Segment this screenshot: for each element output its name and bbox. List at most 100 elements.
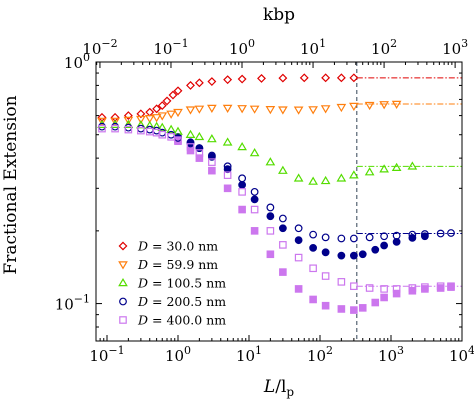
series-2-point-24 bbox=[391, 162, 402, 172]
series-4-point-22 bbox=[365, 284, 374, 292]
filled-series-1-point-11 bbox=[321, 301, 330, 310]
y-tick-label-0: 10−1 bbox=[55, 293, 90, 314]
series-2-point-25 bbox=[407, 161, 418, 170]
top-tick-label-0: 10−2 bbox=[82, 37, 117, 58]
series-4-point-1 bbox=[111, 124, 119, 133]
filled-series-1-point-9 bbox=[294, 285, 303, 293]
series-4-point-15 bbox=[266, 227, 275, 235]
series-3-point-22 bbox=[365, 233, 374, 242]
top-tick-label-5: 103 bbox=[442, 37, 468, 58]
series-2-point-22 bbox=[364, 167, 375, 176]
filled-series-1-point-4 bbox=[223, 184, 232, 193]
series-2-point-17 bbox=[293, 173, 304, 182]
series-0-point-11 bbox=[194, 78, 204, 88]
series-1-point-17 bbox=[293, 106, 304, 115]
series-4-point-23 bbox=[380, 285, 388, 293]
top-tick-label-4: 102 bbox=[371, 37, 397, 58]
series-4-point-28 bbox=[447, 282, 455, 291]
series-2-point-12 bbox=[222, 137, 233, 146]
legend: D = 30.0 nm D = 59.9 nm D = 100.5 nm D = 20… bbox=[118, 239, 226, 328]
series-1-point-13 bbox=[237, 105, 247, 114]
series-4-point-14 bbox=[250, 205, 259, 214]
series-3-point-17 bbox=[294, 224, 303, 233]
filled-series-0-point-12 bbox=[337, 251, 346, 260]
series-1-point-11 bbox=[207, 104, 217, 113]
series-1-point-4 bbox=[144, 114, 155, 124]
filled-series-1-point-7 bbox=[266, 250, 275, 259]
series-0-point-15 bbox=[257, 73, 266, 83]
top-tick-label-2: 100 bbox=[229, 37, 255, 58]
axes: 10−1 100 101 102 103 104 10−2 10−1 100 101 102 103 1… bbox=[55, 37, 474, 365]
series-3-point-21 bbox=[349, 234, 358, 243]
top-x-axis-label: kbp bbox=[263, 5, 295, 25]
legend-label-3: D = 200.5 nm bbox=[137, 294, 226, 309]
filled-series-0-point-15 bbox=[371, 245, 380, 254]
legend-label-0: D = 30.0 nm bbox=[137, 239, 218, 254]
series-4-point-27 bbox=[436, 282, 445, 291]
series-4-point-3 bbox=[137, 126, 145, 135]
series-4-point-20 bbox=[337, 278, 346, 286]
filled-series-0-point-10 bbox=[309, 244, 318, 252]
series-1-point-5 bbox=[151, 114, 162, 123]
series-3-point-27 bbox=[436, 229, 445, 238]
series-4-point-11 bbox=[208, 158, 216, 166]
series-0-point-19 bbox=[336, 73, 346, 83]
legend-marker-3 bbox=[119, 297, 127, 306]
series-4-point-5 bbox=[152, 128, 161, 137]
series-0-point-2 bbox=[123, 111, 133, 121]
series-1-point-15 bbox=[265, 106, 276, 115]
series-3-point-15 bbox=[266, 203, 275, 212]
filled-series-0-point-5 bbox=[238, 180, 247, 189]
series-0-point-16 bbox=[278, 73, 288, 83]
series-2-point-16 bbox=[278, 165, 288, 174]
filled-series-1-point-2 bbox=[195, 154, 204, 162]
series-0-point-20 bbox=[349, 73, 359, 83]
legend-marker-2 bbox=[118, 278, 128, 287]
series-2-point-10 bbox=[194, 131, 205, 141]
series-1-point-18 bbox=[308, 106, 318, 115]
series-4-point-17 bbox=[294, 253, 303, 262]
series-4-point-19 bbox=[321, 272, 330, 280]
series-1-point-12 bbox=[222, 104, 233, 113]
series-4-point-9 bbox=[186, 143, 195, 151]
filled-series-1-point-16 bbox=[380, 293, 388, 302]
top-tick-label-3: 101 bbox=[300, 37, 326, 58]
series-4-point-2 bbox=[124, 125, 133, 134]
series-1-point-22 bbox=[364, 101, 375, 111]
filled-series-1-point-13 bbox=[350, 306, 358, 314]
series-2-point-2 bbox=[123, 119, 134, 128]
x-tick-label-2: 101 bbox=[236, 344, 262, 365]
series-3-point-28 bbox=[447, 229, 455, 237]
series-2-point-7 bbox=[166, 124, 176, 133]
series-2-point-21 bbox=[349, 170, 359, 179]
series-4-point-21 bbox=[350, 282, 358, 291]
filled-series-0-point-6 bbox=[250, 195, 259, 204]
series-0-point-3 bbox=[136, 109, 146, 119]
filled-series-1-point-17 bbox=[392, 289, 401, 298]
legend-label-4: D = 400.0 nm bbox=[137, 313, 226, 328]
series-4-point-13 bbox=[238, 188, 246, 196]
y-axis-label: Fractional Extension bbox=[1, 95, 21, 274]
series-3-point-23 bbox=[380, 232, 389, 241]
filled-series-1-point-15 bbox=[371, 298, 380, 307]
series-4-point-6 bbox=[158, 130, 167, 139]
series-2-point-14 bbox=[249, 148, 260, 157]
series-1-point-19 bbox=[320, 105, 331, 114]
plot-clip-group bbox=[97, 62, 462, 341]
series-3-point-3 bbox=[136, 124, 145, 133]
filled-series-1-point-8 bbox=[279, 268, 287, 276]
series-2-point-9 bbox=[185, 129, 196, 138]
series-1-point-0 bbox=[97, 117, 107, 126]
series-0-point-13 bbox=[223, 75, 233, 85]
series-3-point-14 bbox=[250, 187, 259, 196]
series-0-point-12 bbox=[207, 77, 217, 86]
filled-series-1-point-3 bbox=[208, 166, 216, 175]
x-axis-label: L/lp bbox=[263, 377, 294, 399]
series-0-point-10 bbox=[186, 80, 195, 90]
filled-series-1-point-19 bbox=[421, 285, 429, 293]
series-3-point-24 bbox=[392, 231, 401, 240]
filled-series-0-point-11 bbox=[321, 248, 330, 257]
filled-series-1-point-12 bbox=[337, 305, 346, 313]
series-4-point-0 bbox=[98, 124, 106, 133]
series-2-point-23 bbox=[379, 164, 389, 173]
